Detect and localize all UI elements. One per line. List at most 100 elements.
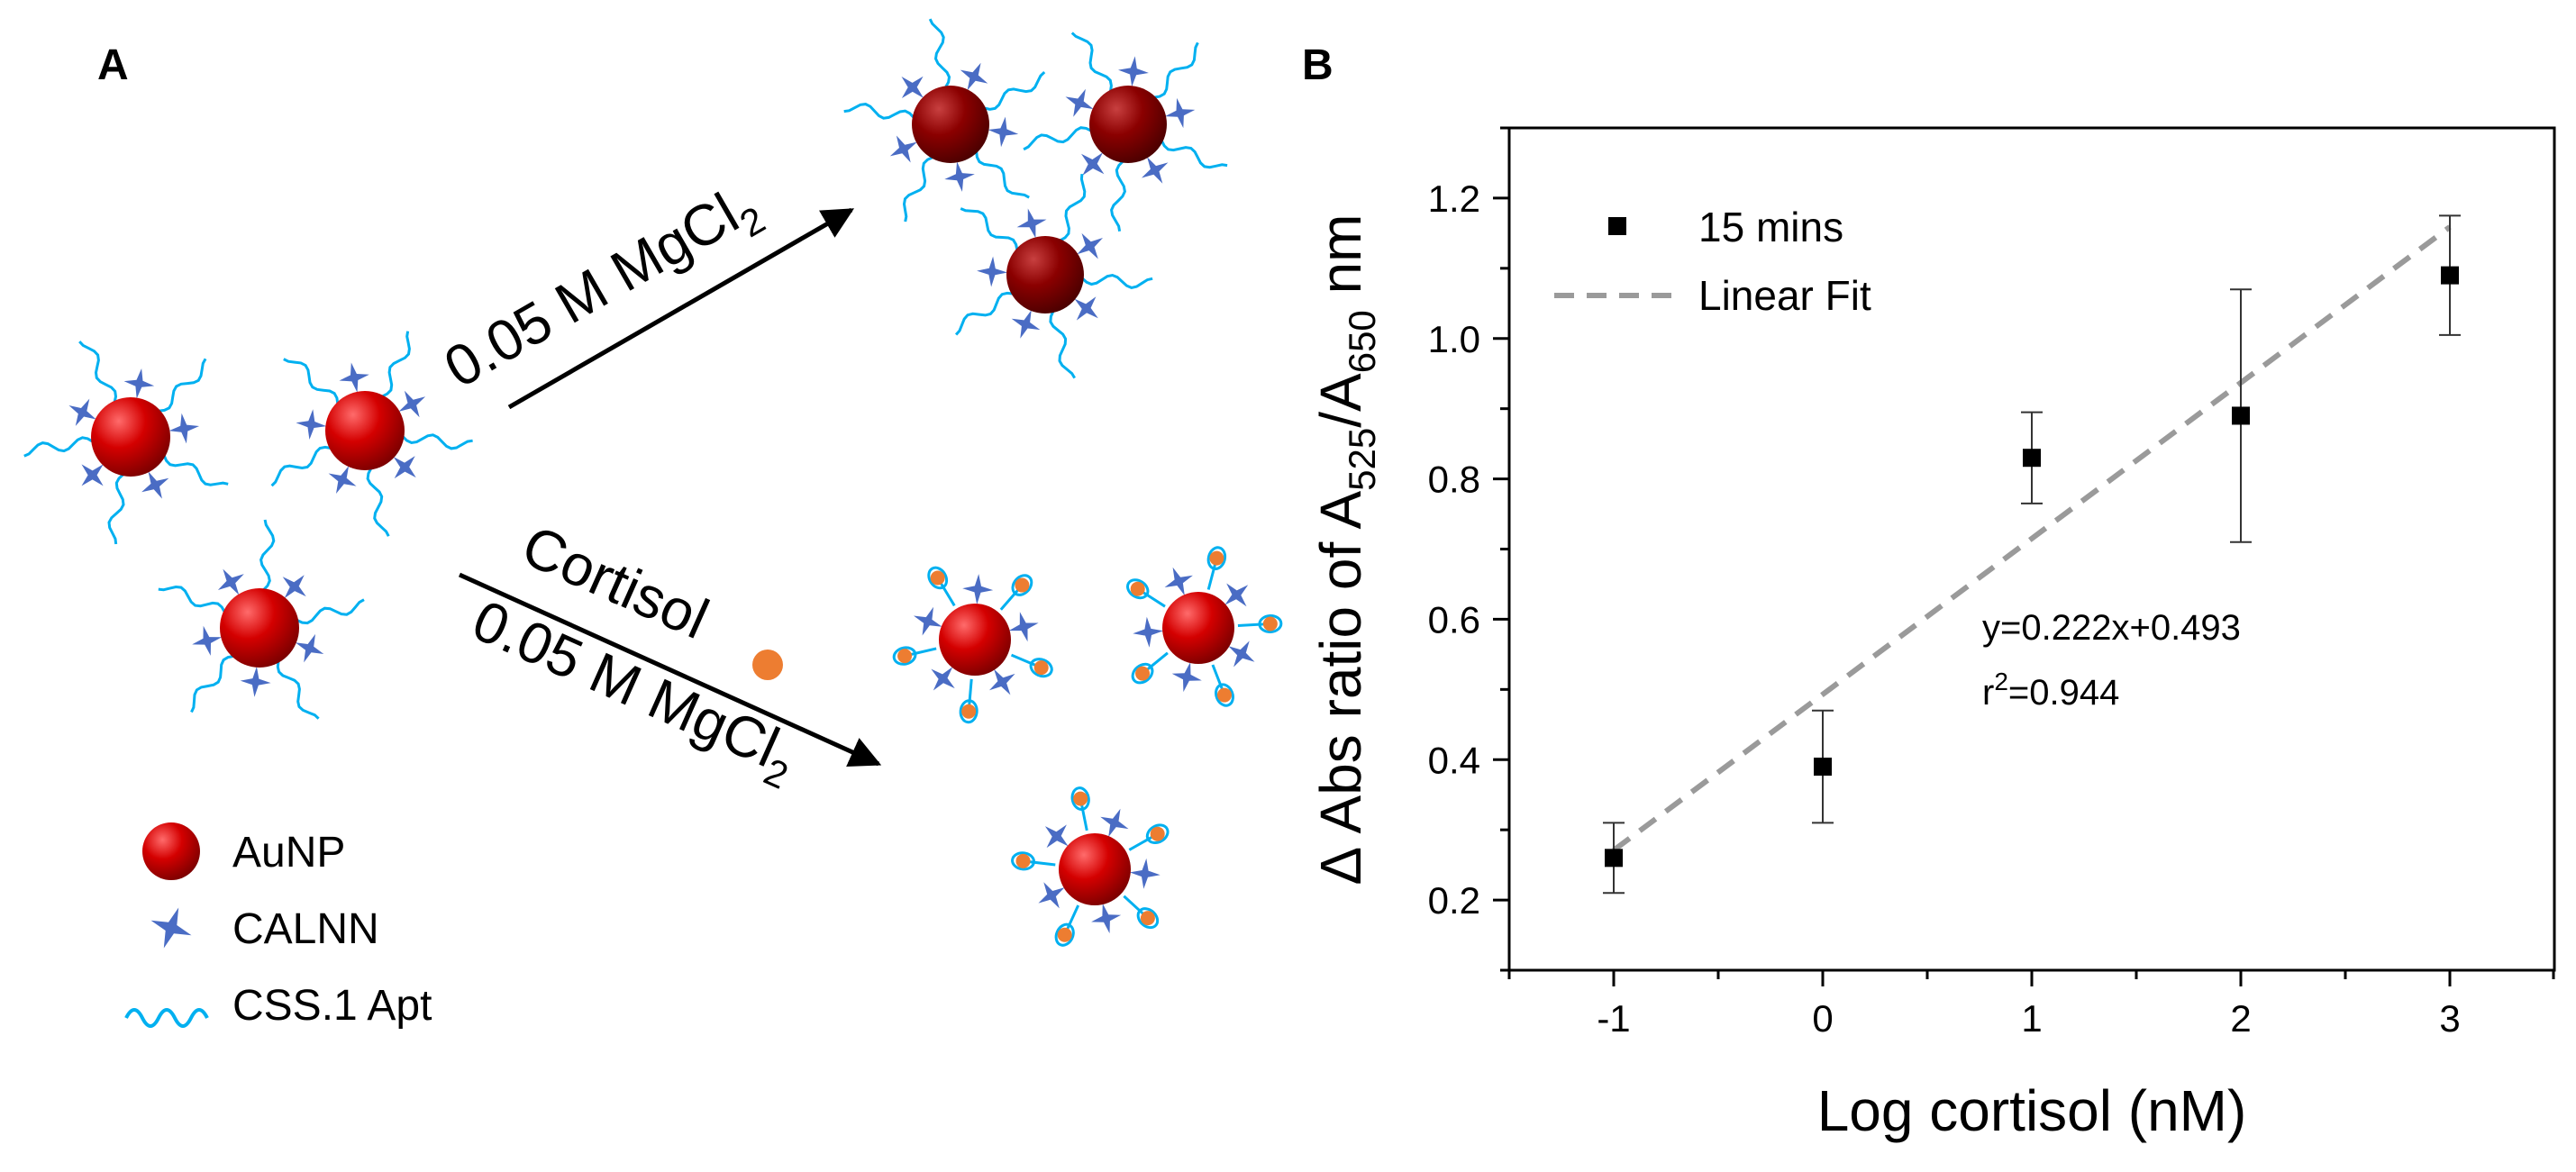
calnn-peptide	[1133, 616, 1164, 648]
aptamer-strand	[162, 454, 229, 486]
y-tick-label: 0.2	[1428, 879, 1480, 922]
calnn-peptide	[962, 574, 994, 605]
calnn-peptide	[1118, 56, 1149, 87]
calnn-peptide	[123, 368, 155, 399]
fit-equation: y=0.222x+0.493	[1982, 608, 2241, 648]
bound-cortisol	[1130, 581, 1145, 596]
aptamer-loop	[1145, 823, 1170, 845]
aptamer-loop	[1070, 786, 1090, 811]
aptamer-strand	[975, 150, 1030, 199]
calnn-peptide	[1171, 662, 1202, 693]
y-axis-title: Δ Abs ratio of A525/A650 nm	[1308, 214, 1383, 886]
calnn-legend-icon	[150, 907, 192, 949]
plot-frame	[1507, 126, 2556, 972]
aptamer-strand	[78, 341, 118, 404]
y-tick-label: 1.0	[1428, 318, 1480, 360]
aptamer-loop	[1206, 546, 1227, 570]
aptamer-loop	[1126, 578, 1150, 600]
bound-cortisol	[1150, 826, 1165, 841]
linear-fit-line	[1612, 224, 2452, 853]
fit-r-squared: r2=0.944	[1982, 668, 2119, 713]
aptamer-loop	[1054, 922, 1075, 947]
x-tick-label: 3	[2439, 997, 2460, 1040]
aptamer-strand	[366, 467, 390, 537]
bottom-arrow	[458, 572, 882, 767]
calnn-peptide	[1074, 296, 1098, 321]
aptamer-strand	[1023, 126, 1093, 151]
calnn-peptide	[328, 466, 357, 494]
bound-cortisol	[1073, 791, 1088, 806]
calnn-peptide	[1228, 641, 1255, 668]
aptamer-strand	[158, 358, 207, 413]
calnn-peptide	[1129, 858, 1161, 889]
calnn-peptide	[1091, 904, 1122, 934]
calnn-peptide	[398, 390, 426, 418]
aptamer-strand	[296, 598, 365, 625]
aptamer-strand	[23, 436, 95, 458]
calnn-peptide	[1016, 208, 1047, 239]
calnn-peptide	[914, 606, 942, 636]
calnn-peptide	[901, 76, 924, 98]
aptamer-loop	[1258, 613, 1283, 633]
aunp-sphere	[1089, 86, 1167, 163]
legend-label-15-mins: 15 mins	[1698, 204, 1843, 250]
bound-cortisol	[1033, 660, 1049, 676]
aunp-legend-icon	[142, 822, 200, 880]
bound-cortisol	[1015, 577, 1030, 593]
aptamer-loop	[1215, 683, 1234, 707]
cortisol-molecule-icon	[752, 650, 783, 680]
aptamer-loop	[1011, 851, 1035, 871]
calnn-peptide	[282, 575, 306, 599]
nanoparticle	[892, 566, 1053, 724]
x-axis-title: Log cortisol (nM)	[1817, 1078, 2247, 1143]
aptamer-loop	[1136, 907, 1160, 930]
aunp-sphere	[1162, 592, 1234, 664]
calnn-peptide	[393, 456, 416, 479]
calnn-peptide	[1224, 583, 1249, 607]
calnn-peptide	[1065, 88, 1094, 117]
bound-cortisol	[961, 704, 977, 719]
nanoparticle	[270, 331, 473, 537]
x-tick-label: -1	[1597, 997, 1630, 1040]
aunp-sphere	[912, 86, 989, 163]
calnn-peptide	[1038, 882, 1065, 909]
nanoparticle	[954, 173, 1153, 379]
top-arrow	[507, 207, 855, 410]
aunp-sphere	[220, 588, 299, 668]
chart-area: -1 0 1 2 3 0.2 0.4 0.6 0.8 1.0 1.2	[1428, 126, 2555, 1040]
aptamer-strand	[276, 660, 320, 720]
aptamer-strand	[902, 155, 934, 223]
bound-cortisol	[1057, 927, 1072, 942]
aptamer-strand	[1059, 173, 1087, 242]
legend-aunp-label: AuNP	[232, 829, 345, 877]
aptamer-strand	[259, 519, 276, 592]
x-tick-label: 2	[2230, 997, 2251, 1040]
calnn-peptide	[240, 666, 271, 697]
aptamer-strand	[954, 291, 1015, 336]
calnn-peptide	[81, 464, 104, 486]
calnn-peptide	[68, 398, 96, 426]
aptamer-loop	[1011, 574, 1033, 596]
calnn-peptide	[1165, 97, 1196, 129]
calnn-peptide	[931, 667, 955, 691]
calnn-peptide	[1008, 612, 1039, 642]
nanoparticle	[1011, 786, 1170, 947]
aunp-sphere	[91, 397, 170, 477]
bound-cortisol	[897, 649, 913, 664]
calnn-peptide	[1081, 152, 1105, 176]
bound-cortisol	[1135, 666, 1151, 681]
calnn-peptide	[168, 413, 200, 444]
aptamer-strand	[983, 71, 1046, 111]
aptamer-strand	[1070, 32, 1113, 93]
aptamer-strand	[401, 433, 473, 450]
calnn-peptide	[295, 633, 324, 663]
x-tick-label: 1	[2021, 997, 2042, 1040]
aunp-sphere	[325, 391, 405, 470]
aptamer-loop	[1029, 658, 1053, 678]
data-point	[1814, 758, 1832, 777]
calnn-peptide	[1164, 567, 1193, 596]
nanoparticle-scene	[23, 18, 1283, 947]
aunp-sphere	[1006, 236, 1084, 313]
aptamer-strand	[960, 207, 1019, 251]
